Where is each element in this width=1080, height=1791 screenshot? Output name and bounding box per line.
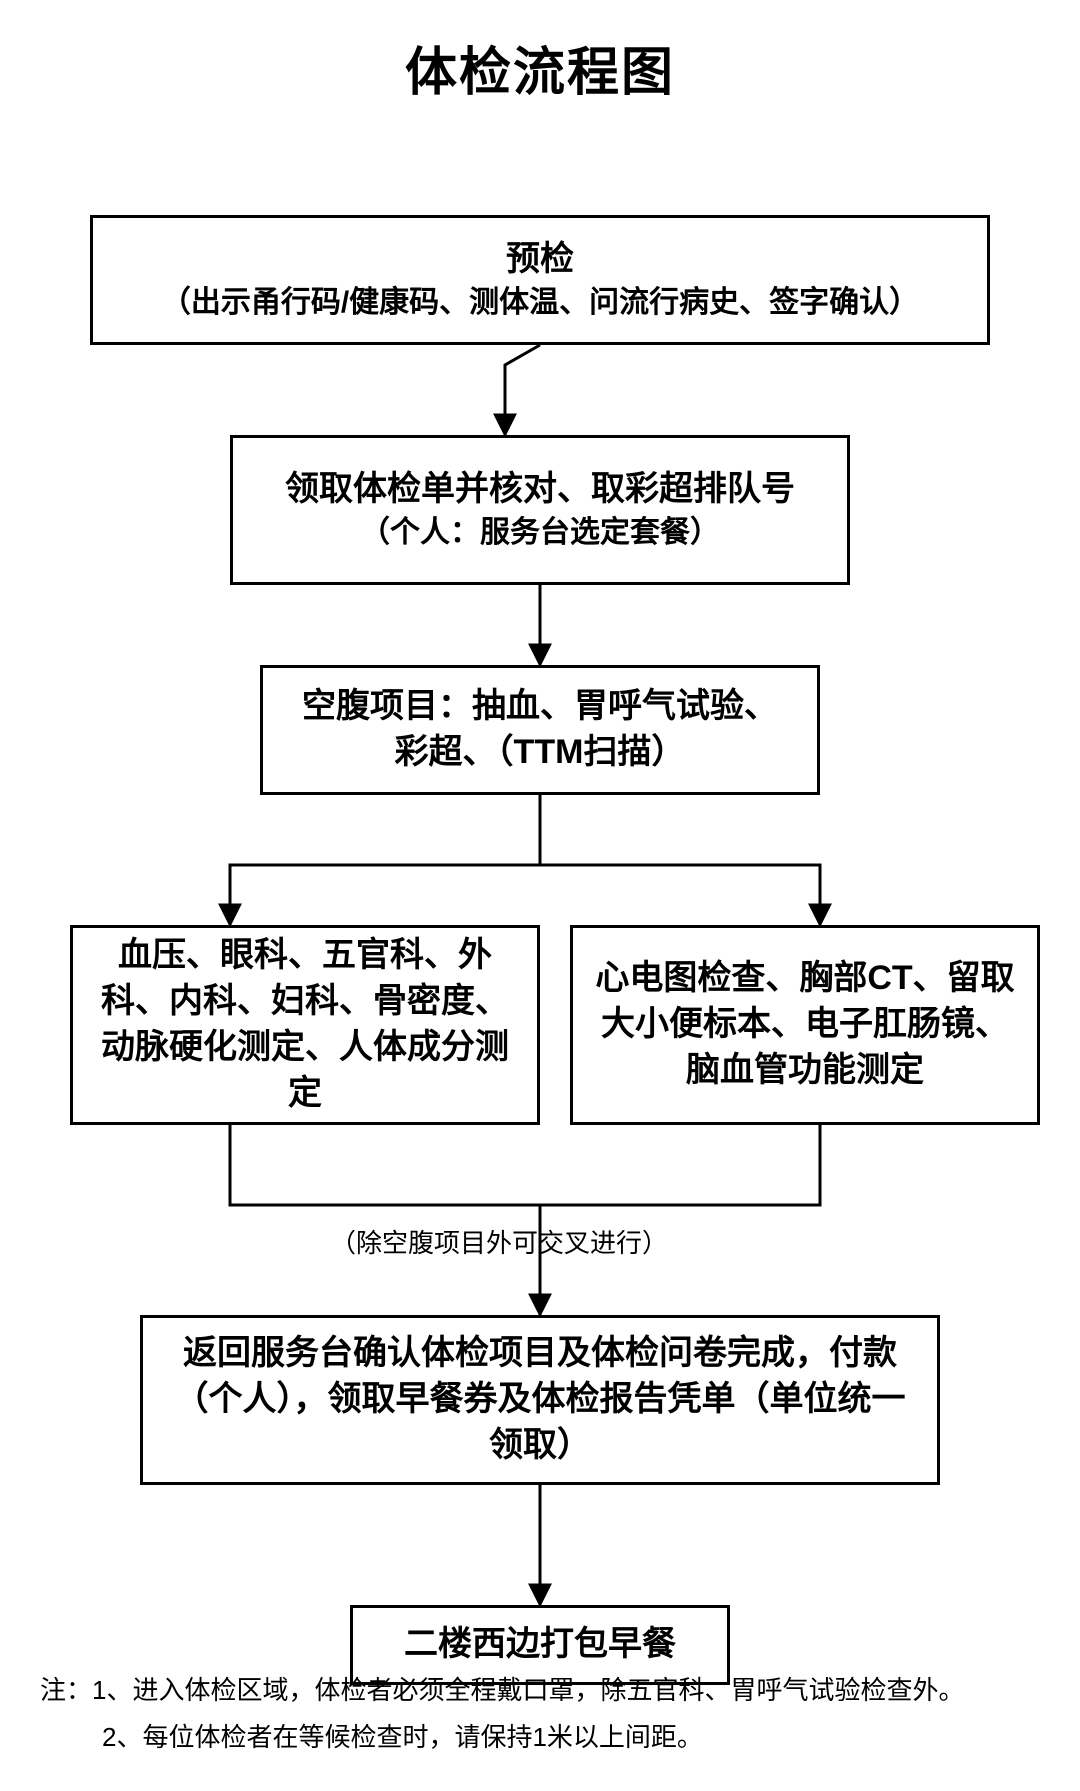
node-fasting-items: 空腹项目：抽血、胃呼气试验、 彩超、（TTM扫描） — [260, 665, 820, 795]
footer-note-prefix: 注： — [40, 1675, 92, 1705]
node-branch-right-text: 心电图检查、胸部CT、留取大小便标本、电子肛肠镜、脑血管功能测定 — [591, 956, 1019, 1094]
node-fasting-items-text: 空腹项目：抽血、胃呼气试验、 彩超、（TTM扫描） — [281, 684, 799, 776]
footer-note-2: 2、每位体检者在等候检查时，请保持1米以上间距。 — [40, 1714, 964, 1761]
footer-note-1-text: 1、进入体检区域，体检者必须全程戴口罩，除五官科、胃呼气试验检查外。 — [92, 1675, 964, 1705]
node-get-form-title: 领取体检单并核对、取彩超排队号 — [285, 467, 795, 513]
node-breakfast-text: 二楼西边打包早餐 — [404, 1622, 676, 1668]
node-branch-left: 血压、眼科、五官科、外科、内科、妇科、骨密度、动脉硬化测定、人体成分测定 — [70, 925, 540, 1125]
footer-note-1: 注：1、进入体检区域，体检者必须全程戴口罩，除五官科、胃呼气试验检查外。 — [40, 1667, 964, 1714]
node-precheck-title: 预检 — [506, 237, 574, 283]
node-precheck: 预检 （出示甬行码/健康码、测体温、问流行病史、签字确认） — [90, 215, 990, 345]
node-branch-right: 心电图检查、胸部CT、留取大小便标本、电子肛肠镜、脑血管功能测定 — [570, 925, 1040, 1125]
node-get-form-sub: （个人：服务台选定套餐） — [360, 513, 720, 554]
node-return-desk-text: 返回服务台确认体检项目及体检问卷完成，付款（个人），领取早餐券及体检报告凭单（单… — [161, 1331, 919, 1469]
node-return-desk: 返回服务台确认体检项目及体检问卷完成，付款（个人），领取早餐券及体检报告凭单（单… — [140, 1315, 940, 1485]
flowchart-canvas: 预检 （出示甬行码/健康码、测体温、问流行病史、签字确认） 领取体检单并核对、取… — [0, 105, 1080, 1705]
node-get-form: 领取体检单并核对、取彩超排队号 （个人：服务台选定套餐） — [230, 435, 850, 585]
page-title: 体检流程图 — [0, 0, 1080, 105]
node-branch-left-text: 血压、眼科、五官科、外科、内科、妇科、骨密度、动脉硬化测定、人体成分测定 — [91, 933, 519, 1117]
node-precheck-sub: （出示甬行码/健康码、测体温、问流行病史、签字确认） — [161, 283, 919, 324]
edge-merge-label: （除空腹项目外可交叉进行） — [330, 1223, 668, 1260]
footer-notes: 注：1、进入体检区域，体检者必须全程戴口罩，除五官科、胃呼气试验检查外。 2、每… — [40, 1667, 964, 1761]
